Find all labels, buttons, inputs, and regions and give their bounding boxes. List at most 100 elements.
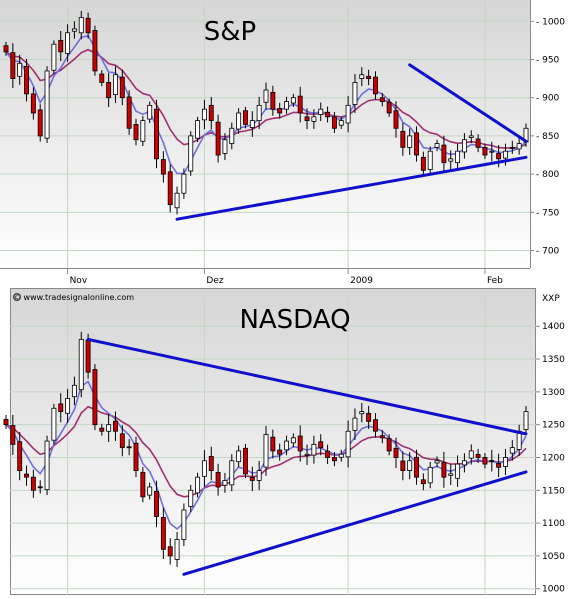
nasdaq-y-tick-label: 1400 [542, 322, 565, 332]
candle-body [373, 419, 378, 432]
sp500-candle [311, 109, 317, 129]
candle-body [174, 192, 180, 209]
candle-body [475, 454, 481, 458]
sp500-candle [113, 66, 118, 104]
nasdaq-candle [325, 444, 331, 464]
sp500-candle [44, 66, 50, 143]
candle-body [71, 384, 77, 398]
sp500-candle [78, 10, 84, 40]
candle-body [208, 104, 214, 122]
sp500-candle [65, 24, 71, 62]
sp500-candle [407, 128, 413, 155]
nasdaq-candle [297, 425, 303, 462]
sp500-candle [236, 108, 242, 134]
date-axis: Nov Dez 2009 Feb [0, 268, 576, 288]
sp500-candle [338, 116, 344, 130]
sp500-y-tick-label: - 700 [536, 247, 560, 257]
nasdaq-candle [366, 405, 372, 429]
sp500-candle [318, 102, 324, 122]
sp500-candle [455, 143, 461, 171]
nasdaq-candle [400, 451, 406, 481]
sp500-candle [441, 135, 447, 173]
nasdaq-candle [119, 425, 125, 457]
candle-body [311, 443, 317, 456]
candle-body [461, 460, 467, 466]
candle-body [140, 471, 146, 498]
nasdaq-candle [215, 463, 221, 496]
candle-body [270, 91, 276, 110]
candle-body [58, 403, 64, 412]
candle-body [352, 82, 358, 105]
candle-body [119, 433, 125, 449]
candle-body [17, 441, 23, 472]
candle-body [3, 419, 9, 426]
sp500-candle [140, 115, 146, 147]
nasdaq-candle [222, 472, 228, 493]
watermark: © www.tradesignalonline.com [13, 293, 134, 302]
nasdaq-title: NASDAQ [239, 305, 350, 335]
candle-body [188, 489, 194, 507]
candle-body [489, 460, 495, 462]
nasdaq-candle [373, 413, 378, 438]
nasdaq-candle [58, 393, 64, 423]
nasdaq-candle [160, 507, 166, 559]
candle-body [427, 466, 433, 484]
candle-body [195, 120, 201, 139]
sp500-candle [461, 133, 467, 159]
candle-body [482, 457, 488, 465]
candle-body [256, 470, 262, 481]
sp500-candle [373, 71, 378, 100]
candle-body [44, 440, 50, 491]
nasdaq-candle [188, 484, 194, 512]
nasdaq-candle [414, 449, 419, 485]
nasdaq-candle [304, 444, 310, 465]
sp500-candle [345, 95, 351, 133]
sp500-candle [393, 101, 399, 138]
candle-body [37, 486, 43, 489]
nasdaq-candle [51, 403, 57, 445]
candle-body [249, 476, 255, 481]
sp500-candle [99, 70, 105, 87]
candle-body [78, 338, 84, 391]
nasdaq-candle [106, 413, 112, 442]
candle-body [92, 369, 98, 426]
candle-body [496, 153, 502, 160]
candle-body [345, 430, 351, 458]
nasdaq-y-tick-label: 1000 [542, 585, 565, 595]
sp500-candle [448, 150, 454, 170]
candle-body [106, 82, 112, 99]
candle-body [215, 471, 221, 488]
nasdaq-candle [37, 480, 43, 494]
candle-body [188, 135, 194, 172]
candle-body [393, 447, 399, 458]
candle-body [352, 417, 358, 431]
candle-body [496, 462, 502, 468]
candle-body [284, 101, 289, 110]
nasdaq-candle [147, 482, 153, 500]
sp500-y-tick-label: - 850 [536, 132, 560, 142]
candle-body [304, 453, 310, 456]
nasdaq-candle [352, 408, 358, 440]
candle-body [30, 93, 36, 114]
candle-body [468, 450, 474, 459]
sp500-candle [386, 98, 392, 117]
candle-body [201, 460, 207, 477]
candle-body [24, 65, 29, 95]
candle-body [325, 111, 331, 118]
candle-body [58, 39, 64, 53]
nasdaq-candle [338, 449, 344, 462]
candle-body [51, 407, 57, 441]
nasdaq-candle [17, 432, 23, 481]
sp500-plot-background [0, 0, 530, 268]
nasdaq-candle [181, 503, 187, 546]
candle-body [99, 73, 105, 83]
nasdaq-candle [318, 434, 324, 456]
nasdaq-candle [393, 437, 399, 469]
nasdaq-candle [256, 460, 262, 491]
candle-body [338, 120, 344, 126]
candle-body [113, 74, 118, 96]
nasdaq-candle [434, 456, 440, 468]
candle-body [181, 509, 187, 540]
candle-body [236, 112, 242, 130]
